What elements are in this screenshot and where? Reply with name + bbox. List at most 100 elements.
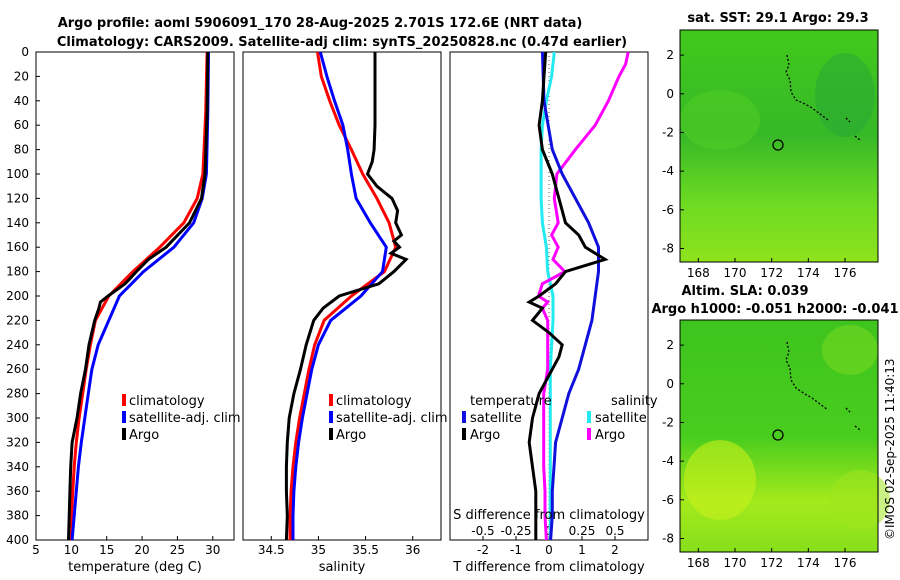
x-tick-label: -2 xyxy=(477,543,489,557)
depth-tick-label: 200 xyxy=(6,289,29,303)
figure-title-line1: Argo profile: aoml 5906091_170 28-Aug-20… xyxy=(58,16,583,31)
x-tick-label: 35.5 xyxy=(352,543,379,557)
depth-tick-label: 380 xyxy=(6,509,29,523)
salinity-xlabel: salinity xyxy=(319,560,366,575)
sla-map-frame xyxy=(679,319,879,553)
lon-tick-label: 172 xyxy=(760,556,783,570)
x-tick-label: 20 xyxy=(134,543,149,557)
sst-warm-patch xyxy=(680,90,760,150)
depth-tick-label: 360 xyxy=(6,484,29,498)
temperature-argo-line xyxy=(67,52,210,540)
lat-tick-label: -4 xyxy=(662,454,674,468)
depth-tick-label: 120 xyxy=(6,191,29,205)
lat-tick-label: 2 xyxy=(666,48,674,62)
sst-coastline xyxy=(785,54,861,141)
depth-tick-label: 0 xyxy=(21,45,29,59)
temperature-panel: 0 20 40 60 80 100 120 140 160 180 200 220 240 260 280 3… xyxy=(6,45,454,575)
lat-tick-label: 0 xyxy=(666,377,674,391)
legend-s-satellite: satellite xyxy=(595,411,647,426)
lat-tick-label: -4 xyxy=(662,164,674,178)
legend-argo: Argo xyxy=(129,428,159,443)
legend-swatch-t-argo xyxy=(462,428,466,440)
imos-watermark: ©IMOS 02-Sep-2025 11:40:13 xyxy=(883,358,897,540)
temperature-xlabel: temperature (deg C) xyxy=(68,560,202,575)
legend-swatch-argo xyxy=(122,428,126,440)
figure-title-line2: Climatology: CARS2009. Satellite-adj cli… xyxy=(57,35,627,50)
x-tick-label: 15 xyxy=(99,543,114,557)
legend-climatology: climatology xyxy=(129,394,205,409)
depth-tick-label: 20 xyxy=(14,69,29,83)
salinity-argo-line xyxy=(284,52,409,540)
sst-map: sat. SST: 29.1 Argo: 29.3 2 0 -2 -4 -6 -8 168… xyxy=(662,11,879,280)
depth-tick-label: 180 xyxy=(6,265,29,279)
temperature-axes-frame xyxy=(35,51,235,541)
lat-tick-label: -2 xyxy=(662,125,674,139)
salinity-satellite-line xyxy=(291,52,388,540)
temperature-legend: climatology satellite-adj. clim Argo xyxy=(122,394,241,443)
lon-tick-label: 176 xyxy=(834,266,857,280)
depth-tick-label: 100 xyxy=(6,167,29,181)
sst-lon-tick-labels: 168 170 172 174 176 xyxy=(687,258,857,280)
legend-argo: Argo xyxy=(336,428,366,443)
x-tick-label: 34.5 xyxy=(258,543,285,557)
salinity-panel: 34.5 35 35.5 36 salinity climatology satell… xyxy=(242,51,448,575)
s-tick-label: -0.25 xyxy=(500,524,531,538)
sla-high-patch-east xyxy=(830,470,890,530)
lon-tick-label: 168 xyxy=(687,556,710,570)
salinity-satellite-diff-line xyxy=(539,52,556,540)
depth-tick-label: 240 xyxy=(6,338,29,352)
legend-header-salinity: salinity xyxy=(611,394,658,409)
legend-swatch-argo xyxy=(329,428,333,440)
s-tick-label: 0.25 xyxy=(569,524,596,538)
depth-tick-label: 160 xyxy=(6,240,29,254)
depth-tick-label: 220 xyxy=(6,313,29,327)
legend-swatch-climatology xyxy=(122,394,126,406)
sla-coastline xyxy=(785,341,861,431)
legend-satellite: satellite-adj. clim xyxy=(336,411,448,426)
temperature-argo-diff-line xyxy=(526,52,609,540)
sla-map-title2: Argo h1000: -0.051 h2000: -0.041 xyxy=(651,302,898,317)
salinity-argo-diff-line xyxy=(536,52,630,540)
depth-tick-label: 260 xyxy=(6,362,29,376)
legend-swatch-satellite xyxy=(122,411,126,423)
sla-argo-marker xyxy=(772,429,784,441)
sla-map-title1: Altim. SLA: 0.039 xyxy=(682,284,809,299)
depth-tick-label: 60 xyxy=(14,118,29,132)
sla-lon-tick-labels: 168 170 172 174 176 xyxy=(687,548,856,570)
x-tick-label: 35 xyxy=(311,543,326,557)
difference-panel: -2 -1 0 1 2 -0.5 -0.25 0 0.25 0.5 T difference f… xyxy=(449,51,658,575)
sst-lat-tick-labels: 2 0 -2 -4 -6 -8 xyxy=(662,48,684,255)
sst-map-title: sat. SST: 29.1 Argo: 29.3 xyxy=(687,11,868,26)
lon-tick-label: 174 xyxy=(797,556,820,570)
temperature-satellite-diff-line xyxy=(540,52,600,540)
legend-swatch-climatology xyxy=(329,394,333,406)
lat-tick-label: 0 xyxy=(666,87,674,101)
legend-swatch-t-satellite xyxy=(462,411,466,423)
lon-tick-label: 174 xyxy=(797,266,820,280)
depth-tick-label: 140 xyxy=(6,216,29,230)
temperature-tick-labels: 5 10 15 20 25 30 xyxy=(32,536,220,557)
sla-map: Altim. SLA: 0.039 Argo h1000: -0.051 h20… xyxy=(651,284,898,570)
lat-tick-label: -8 xyxy=(662,531,674,545)
legend-satellite: satellite-adj. clim xyxy=(129,411,241,426)
depth-tick-label: 280 xyxy=(6,387,29,401)
sst-cool-patch xyxy=(815,53,875,137)
sst-argo-marker xyxy=(772,139,784,151)
x-tick-label: 25 xyxy=(170,543,185,557)
x-tick-label: 0 xyxy=(545,543,553,557)
x-tick-label: 10 xyxy=(64,543,79,557)
lat-tick-label: -6 xyxy=(662,493,674,507)
x-tick-label: 2 xyxy=(611,543,619,557)
lon-tick-label: 170 xyxy=(724,556,747,570)
legend-t-satellite: satellite xyxy=(470,411,522,426)
salinity-tick-labels: 34.5 35 35.5 36 xyxy=(258,536,420,557)
lon-tick-label: 172 xyxy=(760,266,783,280)
depth-tick-label: 300 xyxy=(6,411,29,425)
sla-lat-tick-labels: 2 0 -2 -4 -6 -8 xyxy=(662,338,684,545)
salinity-legend: climatology satellite-adj. clim Argo xyxy=(329,394,448,443)
legend-climatology: climatology xyxy=(336,394,412,409)
lat-tick-label: -8 xyxy=(662,241,674,255)
sla-high-patch-north xyxy=(822,325,878,375)
depth-tick-label: 80 xyxy=(14,143,29,157)
